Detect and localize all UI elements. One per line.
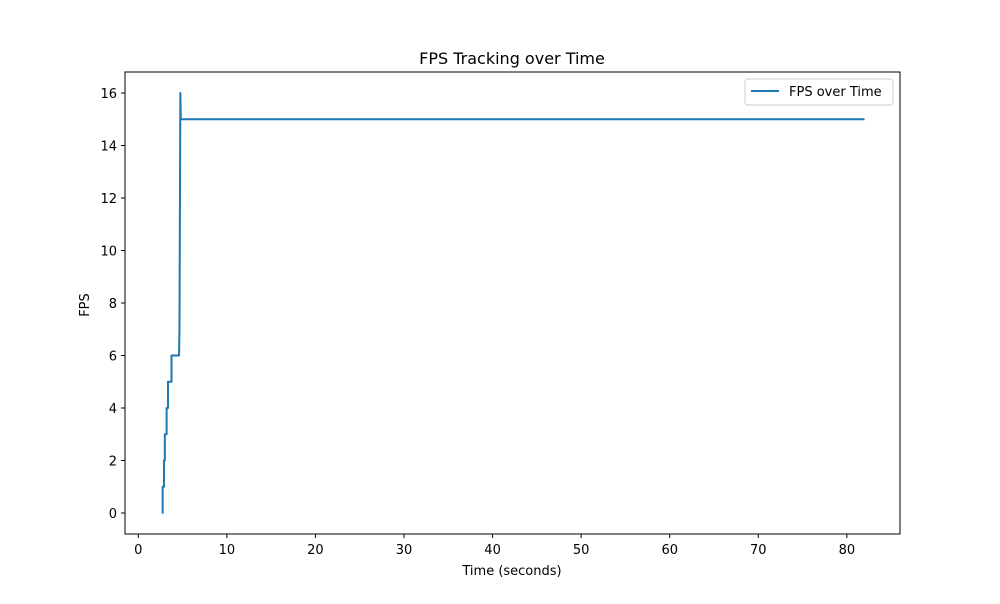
x-tick-label: 80 — [839, 543, 856, 558]
y-tick-label: 8 — [109, 297, 117, 312]
x-tick-label: 60 — [661, 543, 678, 558]
x-axis-label: Time (seconds) — [461, 564, 561, 579]
y-tick-label: 0 — [109, 507, 117, 522]
y-tick-label: 12 — [100, 192, 117, 207]
y-axis-label: FPS — [78, 293, 93, 317]
series-layer — [161, 92, 865, 514]
plot-area: 0 10 20 30 40 50 60 70 80 0 2 4 6 8 10 12 14 16 — [100, 71, 901, 558]
y-tick-label: 2 — [109, 455, 117, 470]
x-tick-label: 10 — [219, 543, 236, 558]
y-tick-label: 16 — [100, 87, 117, 102]
x-tick-label: 0 — [134, 543, 142, 558]
y-tick-label: 6 — [109, 350, 117, 365]
legend-box — [744, 78, 894, 106]
legend-label: FPS over Time — [789, 85, 882, 100]
y-tick-label: 4 — [109, 402, 117, 417]
x-tick-label: 30 — [396, 543, 413, 558]
y-tick-label: 10 — [100, 245, 117, 260]
chart-title: FPS Tracking over Time — [419, 49, 605, 68]
x-tick-label: 50 — [573, 543, 590, 558]
y-tick-label: 14 — [100, 140, 117, 155]
x-axis-ticks: 0 10 20 30 40 50 60 70 80 — [134, 534, 855, 558]
x-tick-label: 40 — [484, 543, 501, 558]
y-axis-ticks: 0 2 4 6 8 10 12 14 16 — [100, 87, 125, 522]
legend: FPS over Time — [744, 78, 894, 106]
x-tick-label: 70 — [750, 543, 767, 558]
series-line-fps-over-time — [161, 92, 865, 514]
x-tick-label: 20 — [307, 543, 324, 558]
